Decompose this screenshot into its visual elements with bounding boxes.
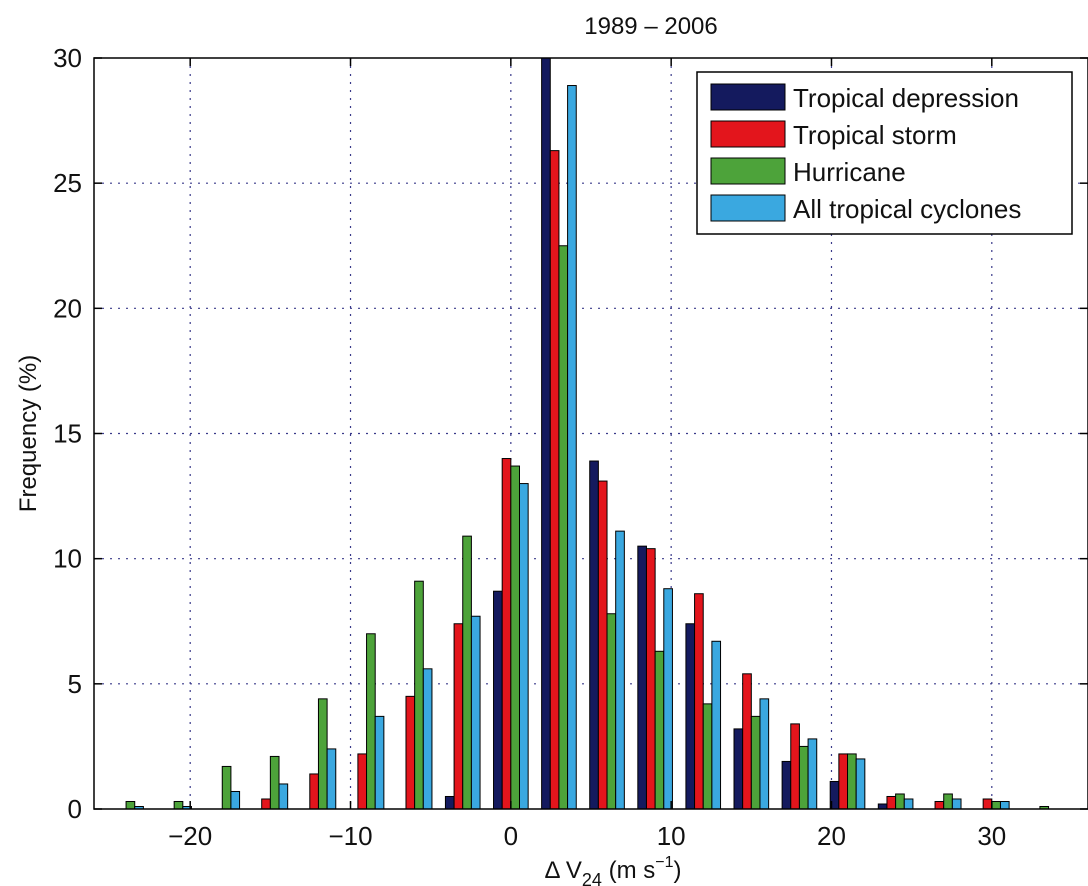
- bar: [558, 245, 569, 810]
- legend-swatch: [710, 157, 786, 185]
- bar: [781, 760, 792, 810]
- bar: [943, 793, 953, 810]
- bar: [886, 795, 897, 810]
- legend-label: Hurricane: [793, 157, 906, 187]
- bar: [798, 745, 809, 810]
- x-tick-label: 30: [977, 821, 1006, 851]
- bar: [790, 723, 800, 810]
- bar: [606, 613, 617, 810]
- y-tick-label: 15: [53, 419, 82, 449]
- axis-ticks: [94, 57, 1088, 810]
- bar: [685, 623, 696, 810]
- bar: [567, 85, 577, 810]
- axis-labels: −20 −10 0 10 20 30 0 5 10 15 20 25 30 1989 – 2006 Freq…: [15, 13, 1006, 886]
- y-tick-label: 25: [53, 168, 82, 198]
- bar: [991, 800, 1001, 810]
- bar: [903, 798, 914, 810]
- bar: [999, 800, 1010, 810]
- x-tick-label: 10: [657, 821, 686, 851]
- bar: [414, 580, 424, 810]
- bar: [453, 623, 464, 810]
- bar: [838, 753, 849, 810]
- bar: [357, 753, 368, 810]
- bar: [982, 798, 993, 810]
- y-tick-label: 30: [53, 43, 82, 73]
- bar: [309, 773, 319, 810]
- bar: [615, 530, 625, 810]
- chart-title: 1989 – 2006: [584, 13, 717, 40]
- bar: [541, 57, 551, 810]
- bar: [374, 715, 385, 810]
- bar: [422, 668, 433, 810]
- bar: [951, 798, 962, 810]
- bar: [645, 548, 656, 810]
- y-tick-label: 5: [68, 669, 82, 699]
- bar: [366, 633, 376, 810]
- legend-label: Tropical storm: [793, 120, 957, 150]
- bar: [261, 798, 271, 810]
- bar: [807, 738, 818, 810]
- bar: [847, 753, 857, 810]
- bar: [759, 698, 770, 810]
- x-tick-label: −10: [328, 821, 372, 851]
- bar: [654, 650, 665, 810]
- x-label-units: (m s: [602, 857, 655, 884]
- bar: [510, 465, 520, 810]
- bar: [493, 590, 503, 810]
- bar: [405, 695, 416, 810]
- legend-label: Tropical depression: [793, 83, 1019, 113]
- bar: [742, 673, 752, 810]
- y-tick-label: 10: [53, 544, 82, 574]
- x-tick-label: 20: [817, 821, 846, 851]
- y-tick-label: 0: [68, 794, 82, 824]
- bar: [501, 458, 512, 810]
- bar: [269, 755, 280, 810]
- x-label-superscript: −1: [655, 854, 673, 871]
- legend-swatch: [710, 120, 786, 148]
- bar: [518, 483, 529, 810]
- bar: [637, 545, 647, 810]
- bar: [221, 765, 232, 810]
- bar: [317, 698, 328, 810]
- legend-label: All tropical cyclones: [793, 194, 1021, 224]
- bar: [733, 728, 744, 810]
- bar: [597, 480, 608, 810]
- x-label-units-close: ): [674, 857, 682, 884]
- legend: Tropical depression Tropical storm Hurrica…: [696, 71, 1073, 235]
- bar: [462, 535, 472, 810]
- bar: [750, 715, 761, 810]
- legend-swatch: [710, 83, 786, 111]
- bar: [855, 758, 866, 810]
- bar: [470, 615, 481, 810]
- bar: [589, 460, 599, 810]
- bar: [278, 783, 289, 810]
- bar: [702, 703, 713, 810]
- x-label-subscript: 24: [582, 870, 602, 886]
- x-tick-label: 0: [504, 821, 518, 851]
- y-axis-label: Frequency (%): [15, 355, 42, 512]
- y-tick-label: 20: [53, 293, 82, 323]
- bar: [895, 793, 905, 810]
- x-axis-label: Δ V24 (m s−1): [545, 854, 682, 886]
- bar: [173, 800, 184, 810]
- legend-swatch: [710, 194, 786, 222]
- bar: [663, 588, 673, 810]
- bar: [549, 150, 560, 810]
- bar: [230, 790, 241, 810]
- bar: [711, 640, 722, 810]
- bars: [125, 57, 1088, 810]
- bar: [326, 748, 337, 810]
- bar: [934, 800, 945, 810]
- x-tick-label: −20: [168, 821, 212, 851]
- bar: [444, 795, 455, 810]
- bar: [877, 803, 888, 810]
- x-label-main: Δ V: [545, 857, 582, 884]
- bar: [694, 593, 704, 810]
- bar: [125, 800, 136, 810]
